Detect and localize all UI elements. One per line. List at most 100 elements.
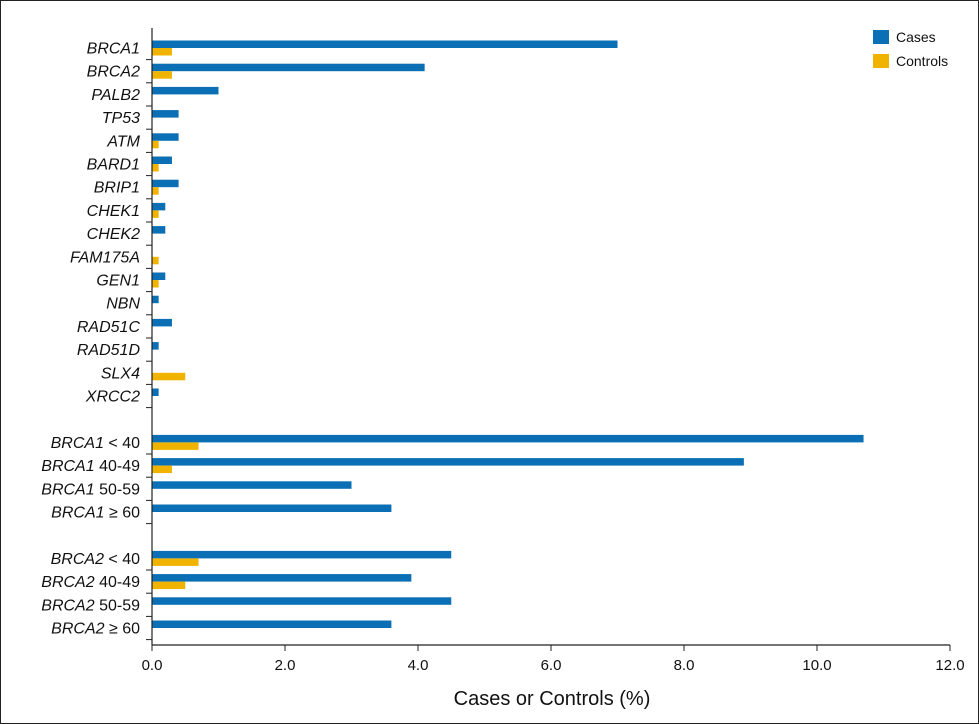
age-group: 50-59 (95, 597, 140, 614)
cases-bar (152, 504, 392, 512)
age-group: < 40 (104, 551, 140, 568)
age-group: 50-59 (95, 481, 140, 498)
x-tick-label: 2.0 (275, 657, 296, 674)
category-label: PALB2 (91, 87, 140, 104)
gene-name: BRCA1 (41, 481, 94, 498)
gene-name: BRCA2 (51, 621, 104, 638)
gene-name: FAM175A (70, 249, 140, 266)
gene-name: BRCA1 (41, 458, 94, 475)
gene-name: BRCA1 (51, 505, 104, 522)
x-tick-label: 4.0 (408, 657, 429, 674)
category-label: BRCA2 50-59 (41, 597, 140, 614)
cases-bar (152, 458, 744, 466)
gene-name: BRCA2 (41, 574, 94, 591)
legend-label: Cases (896, 29, 936, 45)
gene-name: RAD51C (77, 319, 141, 336)
category-label: BRCA1 40-49 (41, 458, 140, 475)
gene-name: NBN (106, 296, 140, 313)
age-group: < 40 (104, 435, 140, 452)
gene-name: ATM (106, 133, 140, 150)
x-tick-label: 12.0 (935, 657, 964, 674)
cases-bar (152, 481, 352, 489)
category-label: BARD1 (87, 157, 140, 174)
gene-name: CHEK1 (87, 203, 140, 220)
gene-name: CHEK2 (87, 226, 140, 243)
category-label: BRCA1 50-59 (41, 481, 140, 498)
gene-name: BRCA2 (87, 64, 140, 81)
category-label: TP53 (102, 110, 140, 127)
cases-bar (152, 226, 166, 234)
category-label: RAD51D (77, 342, 141, 359)
age-group: 40-49 (95, 458, 140, 475)
category-label: CHEK2 (87, 226, 140, 243)
cases-bar (152, 133, 179, 141)
cases-bar (152, 597, 452, 605)
category-label: BRCA1 ≥ 60 (51, 505, 140, 522)
category-label: GEN1 (96, 273, 140, 290)
gene-name: BRCA1 (87, 41, 140, 58)
controls-bar (152, 280, 159, 288)
cases-bar (152, 202, 166, 211)
category-labels: BRCA1 BRCA2 PALB2 TP53 ATM BARD1 BRIP1 CHEK1 CHE… (41, 41, 140, 638)
category-label: BRCA2 ≥ 60 (51, 621, 140, 638)
x-tick-label: 10.0 (802, 657, 831, 674)
controls-bar (152, 256, 159, 265)
category-label: NBN (106, 296, 140, 313)
gene-name: SLX4 (101, 365, 140, 382)
controls-bar (152, 581, 186, 590)
gene-name: RAD51D (77, 342, 141, 359)
cases-bar (152, 388, 159, 396)
category-label: ATM (106, 133, 140, 150)
controls-bar (152, 140, 159, 149)
controls-bar (152, 187, 159, 195)
gene-name: BRIP1 (94, 180, 140, 197)
gene-name: BRCA1 (51, 435, 104, 452)
gene-name: BARD1 (87, 157, 140, 174)
category-label: BRCA2 40-49 (41, 574, 140, 591)
category-label: FAM175A (70, 249, 140, 266)
controls-bar (152, 372, 186, 381)
cases-bar (152, 295, 159, 304)
controls-bar (152, 558, 199, 566)
legend-swatch (873, 30, 889, 44)
age-group: 40-49 (95, 574, 140, 591)
gene-name: TP53 (102, 110, 140, 127)
legend: Cases Controls (873, 29, 948, 69)
cases-bar (152, 434, 864, 443)
gene-name: BRCA2 (41, 597, 94, 614)
controls-bar (152, 465, 172, 474)
controls-bar (152, 164, 159, 172)
cases-bar (152, 574, 412, 582)
age-group: ≥ 60 (105, 505, 141, 522)
category-label: BRCA1 (87, 41, 140, 58)
gene-name: PALB2 (91, 87, 140, 104)
cases-bar (152, 620, 392, 628)
cases-bar (152, 110, 179, 118)
cases-bar (152, 86, 219, 95)
x-tick-label: 0.0 (142, 657, 163, 674)
category-label: XRCC2 (85, 389, 140, 406)
x-tick-label: 8.0 (674, 657, 695, 674)
gene-name: GEN1 (96, 273, 140, 290)
bars-layer (152, 40, 864, 628)
cases-bar (152, 179, 179, 188)
controls-bar (152, 442, 199, 450)
cases-bar (152, 272, 166, 280)
category-label: SLX4 (101, 365, 140, 382)
gene-name: XRCC2 (85, 389, 140, 406)
category-label: RAD51C (77, 319, 141, 336)
category-label: BRCA1 < 40 (51, 435, 140, 452)
x-axis: 0.0 2.0 4.0 6.0 8.0 10.0 12.0 (142, 28, 965, 674)
category-label: CHEK1 (87, 203, 140, 220)
age-group: ≥ 60 (105, 621, 141, 638)
category-label: BRIP1 (94, 180, 140, 197)
legend-label: Controls (896, 53, 948, 69)
controls-bar (152, 48, 172, 56)
category-label: BRCA2 < 40 (51, 551, 140, 568)
cases-bar (152, 318, 172, 327)
cases-bar (152, 63, 425, 72)
cases-bar (152, 550, 452, 559)
gene-name: BRCA2 (51, 551, 104, 568)
legend-swatch (873, 54, 889, 68)
